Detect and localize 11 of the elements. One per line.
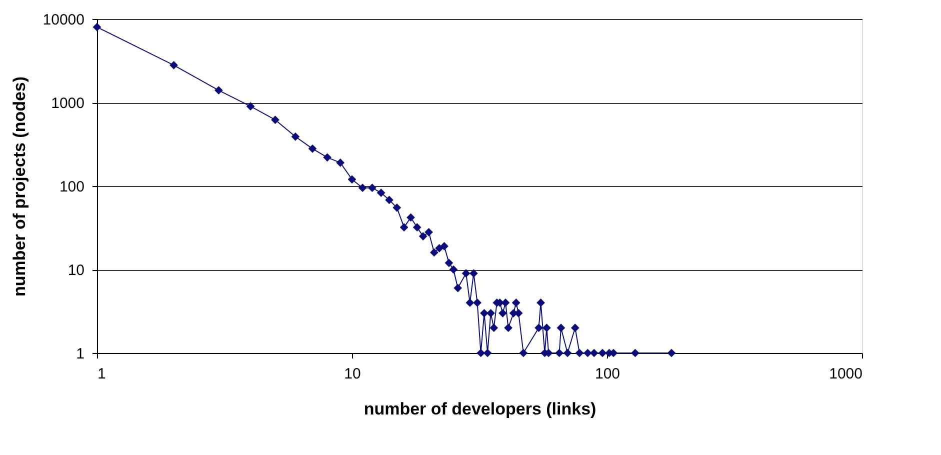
y-tick-label: 10000 (42, 12, 84, 28)
x-tick-label: 1 (98, 366, 106, 382)
y-tick-label: 100 (59, 178, 84, 196)
x-tick-label: 1000 (829, 366, 862, 382)
y-tick-label: 10 (68, 262, 84, 279)
x-axis-title: number of developers (links) (364, 400, 596, 418)
y-axis-title: number of projects (nodes) (10, 76, 29, 297)
x-tick-label: 100 (594, 366, 620, 382)
x-tick-label: 10 (344, 366, 361, 382)
y-tick-label: 1 (76, 346, 84, 362)
y-tick-label: 1000 (51, 95, 84, 112)
